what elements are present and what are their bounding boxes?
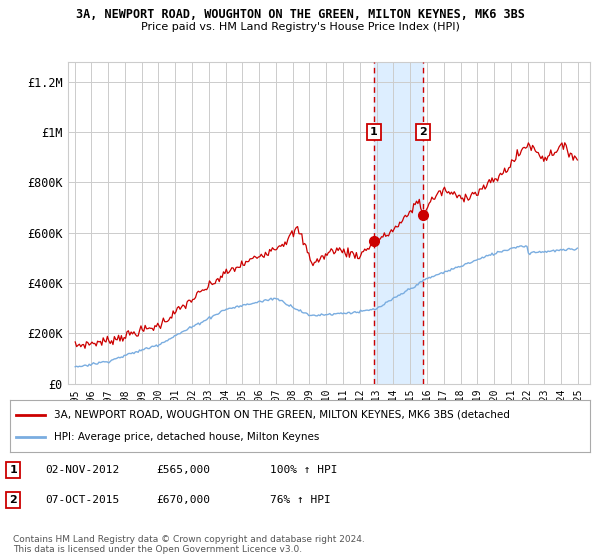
Text: 3A, NEWPORT ROAD, WOUGHTON ON THE GREEN, MILTON KEYNES, MK6 3BS (detached: 3A, NEWPORT ROAD, WOUGHTON ON THE GREEN,… xyxy=(53,409,509,419)
Text: 100% ↑ HPI: 100% ↑ HPI xyxy=(270,465,337,475)
Bar xyxy=(374,62,423,384)
Text: HPI: Average price, detached house, Milton Keynes: HPI: Average price, detached house, Milt… xyxy=(53,432,319,442)
Text: 1: 1 xyxy=(370,127,378,137)
Text: 76% ↑ HPI: 76% ↑ HPI xyxy=(270,495,331,505)
Text: 02-NOV-2012: 02-NOV-2012 xyxy=(45,465,119,475)
Text: 07-OCT-2015: 07-OCT-2015 xyxy=(45,495,119,505)
Text: £670,000: £670,000 xyxy=(156,495,210,505)
Text: Contains HM Land Registry data © Crown copyright and database right 2024.
This d: Contains HM Land Registry data © Crown c… xyxy=(13,535,365,554)
Text: 2: 2 xyxy=(10,495,17,505)
Text: £565,000: £565,000 xyxy=(156,465,210,475)
Text: 3A, NEWPORT ROAD, WOUGHTON ON THE GREEN, MILTON KEYNES, MK6 3BS: 3A, NEWPORT ROAD, WOUGHTON ON THE GREEN,… xyxy=(76,8,524,21)
Text: 2: 2 xyxy=(419,127,427,137)
Text: Price paid vs. HM Land Registry's House Price Index (HPI): Price paid vs. HM Land Registry's House … xyxy=(140,22,460,32)
Text: 1: 1 xyxy=(10,465,17,475)
